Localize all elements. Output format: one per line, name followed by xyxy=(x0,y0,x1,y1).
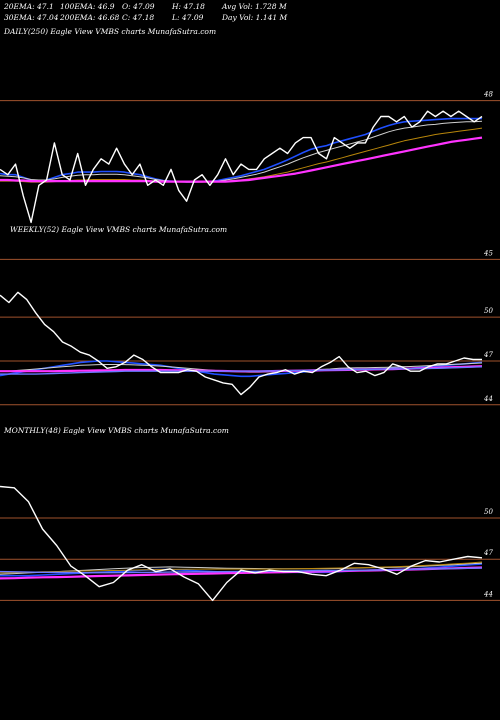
stat-ema20: 20EMA: 47.1 xyxy=(4,2,54,11)
weekly-price-line xyxy=(0,291,482,396)
stat-ema100: 100EMA: 46.9 xyxy=(60,2,115,11)
monthly-ema-mid-line xyxy=(0,562,483,575)
daily-panel: 48 45 xyxy=(0,91,500,260)
stat-ema30: 30EMA: 47.04 xyxy=(4,13,59,22)
monthly-level-label-50: 50 xyxy=(484,508,493,516)
daily-price-line xyxy=(0,110,483,224)
weekly-level-label-44: 44 xyxy=(483,395,493,403)
stat-avg-vol: Avg Vol: 1.728 M xyxy=(222,2,287,11)
daily-ema-mid-line xyxy=(0,120,483,183)
daily-level-label-48: 48 xyxy=(483,91,493,99)
daily-ema-short-line xyxy=(0,117,482,183)
daily-ema-200-line xyxy=(0,136,483,183)
stat-ema200: 200EMA: 46.68 xyxy=(60,13,120,22)
stat-open: O: 47.09 xyxy=(122,2,155,11)
stat-close: C: 47.18 xyxy=(122,13,155,22)
daily-level-label-45: 45 xyxy=(483,249,493,257)
stat-high: H: 47.18 xyxy=(172,2,205,11)
monthly-panel: 50 47 44 xyxy=(0,485,500,602)
monthly-panel-title: MONTHLY(48) Eagle View VMBS charts Munaf… xyxy=(4,426,229,435)
weekly-panel: 50 47 44 xyxy=(0,291,500,406)
weekly-panel-title: WEEKLY(52) Eagle View VMBS charts Munafa… xyxy=(10,225,228,234)
stat-day-vol: Day Vol: 1.141 M xyxy=(222,13,288,22)
monthly-level-label-44: 44 xyxy=(483,590,493,598)
weekly-level-label-47: 47 xyxy=(483,351,493,359)
stat-low: L: 47.09 xyxy=(172,13,204,22)
monthly-level-label-47: 47 xyxy=(483,549,493,557)
daily-panel-title: DAILY(250) Eagle View VMBS charts Munafa… xyxy=(4,27,217,36)
weekly-level-label-50: 50 xyxy=(484,307,493,315)
monthly-price-line xyxy=(0,485,483,602)
weekly-ema-200b-line xyxy=(0,366,483,375)
monthly-ema-long-line xyxy=(0,561,483,574)
